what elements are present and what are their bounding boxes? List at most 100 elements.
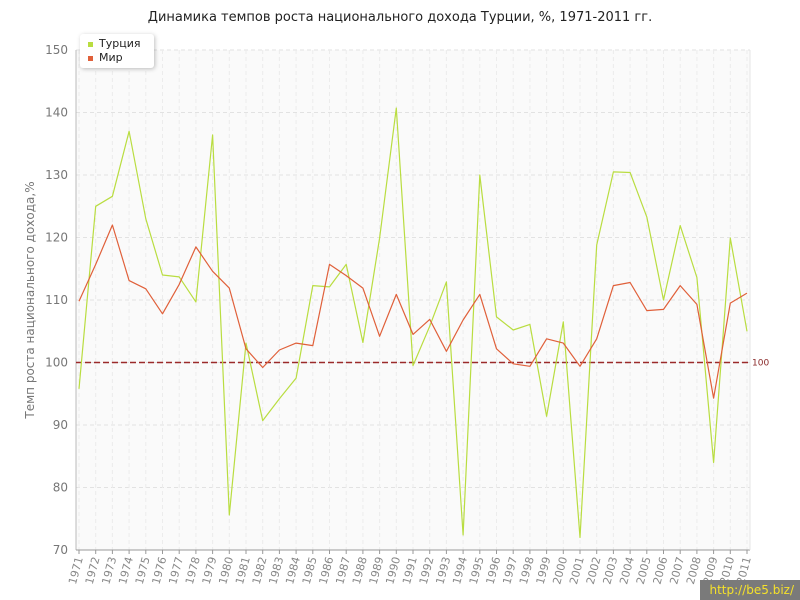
data-point	[495, 315, 498, 318]
legend: Турция Мир	[80, 34, 154, 68]
reference-line-label: 100	[752, 359, 769, 369]
data-point	[645, 309, 648, 312]
data-point	[645, 215, 648, 218]
data-point	[595, 337, 598, 340]
data-point	[729, 302, 732, 305]
data-point	[512, 329, 515, 332]
data-point	[395, 293, 398, 296]
data-point	[679, 284, 682, 287]
data-point	[245, 347, 248, 350]
data-point	[478, 174, 481, 177]
y-tick-label: 90	[53, 418, 68, 432]
data-point	[94, 263, 97, 266]
data-point	[495, 347, 498, 350]
y-tick-label: 100	[45, 356, 68, 370]
data-point	[278, 349, 281, 352]
data-point	[378, 335, 381, 338]
data-point	[328, 263, 331, 266]
series-line-1	[78, 224, 748, 399]
legend-label-world: Мир	[99, 51, 123, 64]
data-point	[445, 350, 448, 353]
data-point	[562, 342, 565, 345]
y-tick-label: 140	[45, 106, 68, 120]
y-tick-label: 150	[45, 43, 68, 57]
data-point	[361, 341, 364, 344]
data-point	[462, 534, 465, 537]
data-point	[94, 205, 97, 208]
data-point	[412, 364, 415, 367]
data-point	[695, 276, 698, 279]
data-point	[261, 366, 264, 369]
data-point	[144, 217, 147, 220]
data-point	[345, 263, 348, 266]
y-tick-label: 120	[45, 231, 68, 245]
watermark-link[interactable]: http://be5.biz/	[700, 580, 800, 600]
data-point	[228, 514, 231, 517]
data-point	[579, 536, 582, 539]
data-point	[161, 274, 164, 277]
data-point	[345, 274, 348, 277]
y-axis-title: Темп роста национального дохода,%	[23, 181, 37, 419]
data-point	[328, 285, 331, 288]
data-point	[161, 312, 164, 315]
data-point	[478, 293, 481, 296]
data-point	[228, 287, 231, 290]
data-point	[579, 365, 582, 368]
series-line-0	[78, 107, 748, 539]
data-point	[629, 171, 632, 174]
data-point	[194, 300, 197, 303]
legend-label-turkey: Турция	[99, 37, 141, 50]
chart-title: Динамика темпов роста национального дохо…	[147, 10, 653, 25]
data-point	[211, 134, 214, 137]
legend-item-world[interactable]: Мир	[88, 51, 123, 65]
data-point	[78, 300, 81, 303]
data-point	[595, 244, 598, 247]
data-point	[662, 299, 665, 302]
data-point	[295, 377, 298, 380]
data-point	[261, 419, 264, 422]
data-point	[194, 245, 197, 248]
data-point	[545, 337, 548, 340]
data-point	[746, 330, 749, 333]
y-tick-label: 110	[45, 293, 68, 307]
legend-item-turkey[interactable]: Турция	[88, 37, 140, 51]
data-point	[144, 287, 147, 290]
data-point	[562, 320, 565, 323]
data-point	[545, 415, 548, 418]
data-point	[712, 397, 715, 400]
data-point	[445, 280, 448, 283]
data-point	[295, 342, 298, 345]
data-point	[612, 284, 615, 287]
data-point	[528, 365, 531, 368]
legend-swatch-world	[88, 55, 93, 61]
data-point	[528, 323, 531, 326]
data-point	[111, 195, 114, 198]
data-point	[428, 325, 431, 328]
data-point	[211, 270, 214, 273]
data-point	[311, 344, 314, 347]
data-point	[78, 387, 81, 390]
data-point	[712, 461, 715, 464]
y-tick-label: 80	[53, 481, 68, 495]
data-point	[462, 319, 465, 322]
y-tick-label: 130	[45, 168, 68, 182]
data-point	[178, 275, 181, 278]
legend-swatch-turkey	[88, 41, 93, 47]
data-point	[629, 281, 632, 284]
data-point	[695, 303, 698, 306]
data-point	[128, 279, 131, 282]
data-point	[729, 237, 732, 240]
data-point	[612, 170, 615, 173]
data-point	[278, 397, 281, 400]
data-point	[412, 333, 415, 336]
data-point	[679, 224, 682, 227]
data-point	[395, 107, 398, 110]
data-point	[111, 224, 114, 227]
data-point	[128, 130, 131, 133]
y-tick-label: 70	[53, 543, 68, 557]
data-point	[311, 284, 314, 287]
data-point	[512, 362, 515, 365]
data-point	[178, 283, 181, 286]
data-point	[662, 308, 665, 311]
